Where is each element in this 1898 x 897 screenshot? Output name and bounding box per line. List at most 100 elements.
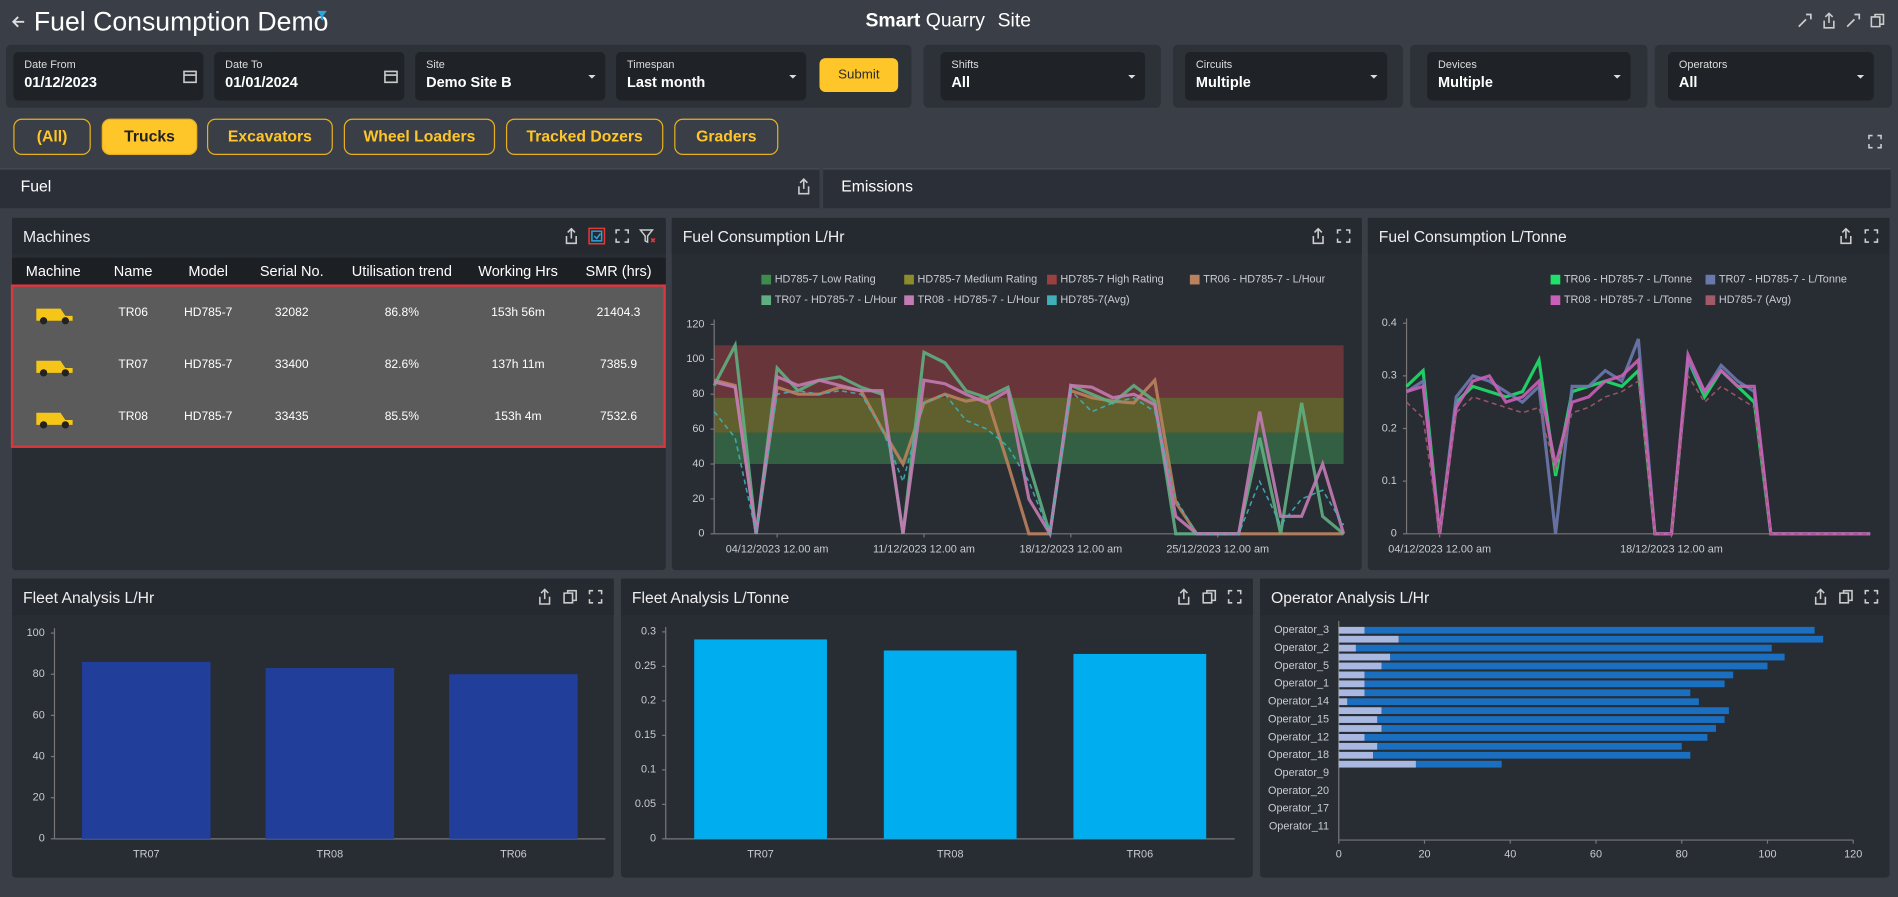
category-tab[interactable]: Graders [674,118,779,155]
panel: Operator Analysis L/Hr [1260,578,1890,878]
caret-icon [789,75,797,79]
column-header: SMR (hrs) [585,262,652,280]
expand-icon[interactable] [587,588,604,605]
section-tab[interactable] [0,168,820,209]
filter-value: 01/12/2023 [24,73,97,91]
icon-glyph [61,421,69,429]
table-cell: 33400 [274,358,309,372]
table-cell: TR08 [118,410,148,424]
column-header: Working Hrs [478,262,558,280]
caret-icon [1128,75,1136,79]
export-icon[interactable] [563,227,580,245]
column-header: Name [113,262,153,280]
icon-glyph [565,227,577,245]
filter-field[interactable]: Site Demo Site B [415,52,606,101]
submit-button[interactable]: Submit [819,58,899,92]
panel-title: Machines [22,227,91,246]
copy-icon[interactable] [1201,588,1218,605]
filter-icon[interactable] [639,228,656,245]
table-cell: 21404.3 [596,306,641,320]
truck-icon [36,308,73,325]
filter-value: Demo Site B [426,73,512,91]
column-header: Utilisation trend [351,262,452,280]
filter-value: All [1678,73,1698,91]
category-tab[interactable]: Tracked Dozers [505,118,664,155]
export-icon[interactable] [1310,227,1327,245]
filter-field[interactable]: Devices Multiple [1427,52,1631,101]
back-arrow[interactable] [10,13,27,30]
table-cell: 33435 [274,410,309,424]
brand-part: Site [997,10,1032,32]
table-cell: 153h 56m [491,306,545,320]
expand-icon[interactable] [1863,228,1880,245]
page-title: Fuel Consumption Demo [33,6,329,37]
caret-icon [1370,75,1378,79]
caret-icon [588,75,596,79]
tool-icon[interactable] [1796,12,1813,29]
column-header: Model [188,262,228,280]
truck-icon [36,360,73,377]
expand-icon[interactable] [1863,588,1880,605]
section-tab[interactable] [823,168,1891,209]
filter-field[interactable]: Shifts All [940,52,1146,101]
icon-glyph [1798,13,1812,28]
expand-icon[interactable] [1226,588,1243,605]
filter-field[interactable]: Circuits Multiple [1185,52,1388,101]
icon-frame [588,227,606,245]
tool-icon[interactable] [1845,12,1862,29]
expand-icon[interactable] [614,228,631,245]
filter-field[interactable]: Operators All [1668,52,1874,101]
export-icon[interactable] [1837,227,1854,245]
export-icon[interactable] [1812,588,1829,605]
category-tab[interactable]: (All) [13,118,91,155]
expand-icon[interactable] [1867,133,1884,150]
export-icon[interactable] [536,588,553,605]
icon-glyph [588,75,596,79]
icon-glyph [1613,75,1621,79]
caret-icon [1613,75,1621,79]
filter-field[interactable]: Date To 01/01/2024 [214,52,405,101]
icon-glyph [1128,75,1136,79]
check-icon[interactable] [588,227,606,245]
filter-value: Last month [627,73,706,91]
column-header: Serial No. [259,262,324,280]
expand-icon[interactable] [1335,228,1352,245]
panel-header [1260,578,1890,615]
icon-glyph [539,588,551,605]
brand-part: Smart [865,10,921,32]
panel-header [12,217,666,255]
category-tab[interactable]: Trucks [101,118,198,155]
icon-glyph [591,230,603,242]
table-cell: 86.8% [384,306,420,320]
export-icon[interactable] [795,178,812,195]
copy-icon[interactable] [562,588,579,605]
icon-glyph [39,317,48,325]
icon-glyph [798,178,810,195]
filter-label: Timespan [627,58,675,71]
table-cell: HD785-7 [183,358,233,372]
category-tab[interactable]: Excavators [206,118,333,155]
filter-value: All [951,73,970,91]
brand: Smart Quarry Site [865,11,1031,33]
icon-glyph [1856,75,1865,79]
copy-icon[interactable] [1837,588,1854,605]
table-cell: 153h 4m [494,410,542,424]
export-icon[interactable] [1175,588,1192,605]
panel-title: Fleet Analysis L/Hr [22,588,155,607]
export-icon[interactable] [1821,12,1838,29]
table-cell: TR07 [118,358,148,372]
copy-icon[interactable] [1869,12,1886,29]
icon-glyph [1336,229,1351,243]
filter-value: Multiple [1438,73,1493,91]
filter-field[interactable]: Date From 01/12/2023 [13,52,204,101]
section-label: Fuel [20,176,52,195]
filter-field[interactable]: Timespan Last month [616,52,807,101]
caret-icon [1856,75,1865,79]
panel-title: Operator Analysis L/Hr [1270,588,1430,607]
icon-glyph [1839,589,1853,604]
category-tab[interactable]: Wheel Loaders [343,118,496,155]
filter-label: Site [426,58,445,71]
panel-header [620,578,1253,615]
icon-glyph [1202,589,1217,604]
icon-glyph [650,237,656,243]
